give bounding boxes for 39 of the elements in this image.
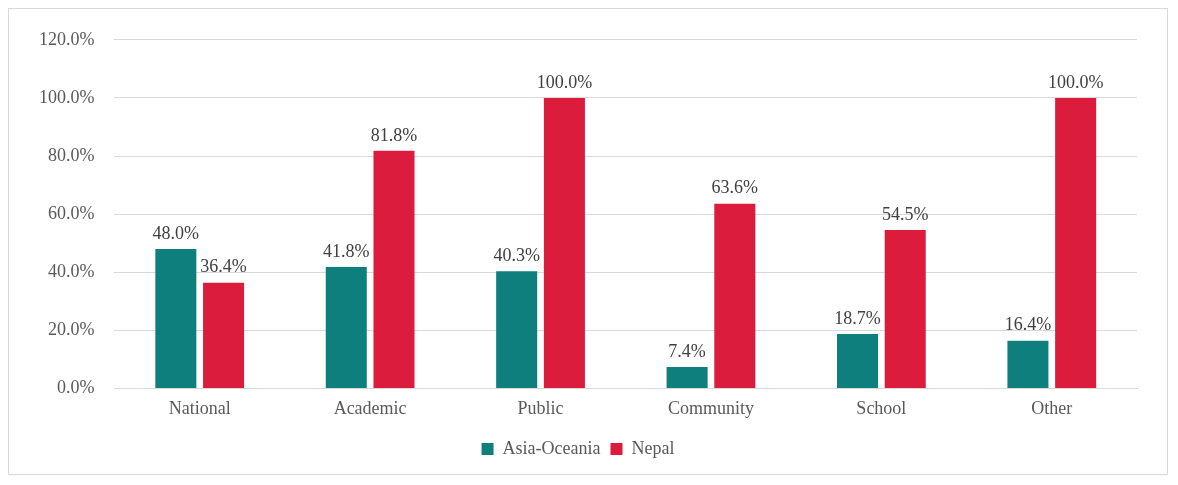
bar	[884, 230, 926, 388]
y-tick-label: 40.0%	[47, 260, 95, 281]
y-tick-label: 60.0%	[47, 202, 95, 223]
bar	[496, 271, 538, 388]
y-tick-label: 100.0%	[38, 86, 95, 107]
data-label: 100.0%	[1047, 71, 1104, 92]
data-label: 54.5%	[881, 203, 929, 224]
data-label: 7.4%	[668, 340, 706, 361]
y-tick-label: 20.0%	[47, 319, 95, 340]
y-tick-label: 0.0%	[56, 377, 95, 398]
data-label: 81.8%	[370, 124, 418, 145]
x-tick-label: School	[856, 397, 907, 418]
data-label: 16.4%	[1004, 314, 1052, 335]
x-tick-label: National	[168, 397, 231, 418]
y-tick-label: 120.0%	[38, 28, 95, 49]
x-tick-label: Community	[667, 397, 754, 418]
data-label: 100.0%	[536, 71, 593, 92]
bar	[1007, 340, 1049, 388]
x-tick-label: Academic	[333, 397, 407, 418]
data-label: 40.3%	[493, 245, 540, 266]
legend-label: Asia-Oceania	[502, 437, 601, 458]
x-tick-label: Public	[517, 397, 564, 418]
bar	[1055, 97, 1097, 388]
bar	[325, 266, 367, 388]
legend-label: Nepal	[631, 437, 675, 458]
bar	[155, 248, 197, 388]
data-label: 36.4%	[200, 256, 247, 277]
data-label: 41.8%	[323, 240, 370, 261]
bar	[543, 97, 585, 388]
x-tick-label: Other	[1031, 397, 1073, 418]
bar	[666, 366, 708, 388]
y-tick-label: 80.0%	[47, 144, 95, 165]
bar	[203, 282, 245, 388]
bar	[373, 150, 415, 388]
data-label: 63.6%	[711, 177, 759, 198]
bar	[837, 334, 879, 388]
data-label: 18.7%	[834, 307, 881, 328]
data-label: 48.0%	[152, 222, 200, 243]
bar	[714, 203, 756, 388]
